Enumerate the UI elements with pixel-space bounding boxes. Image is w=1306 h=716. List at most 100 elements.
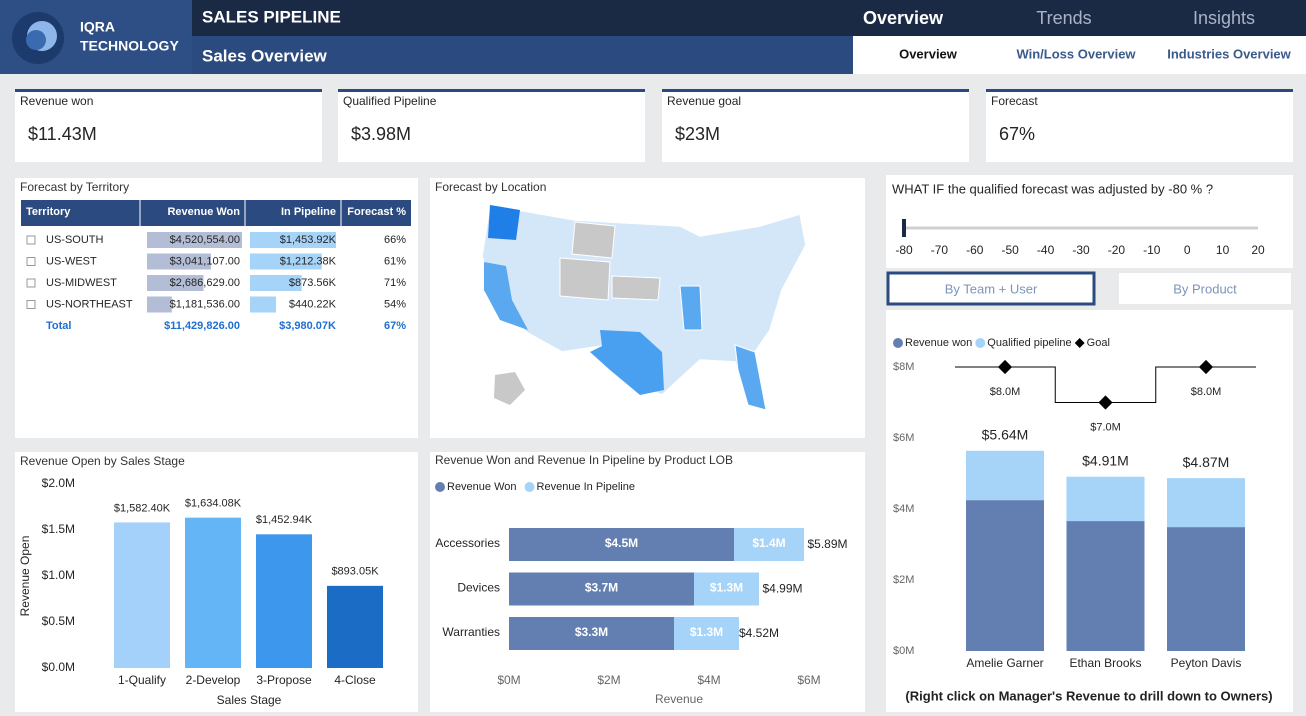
- cell: 61%: [384, 255, 406, 267]
- total-cell: $11,429,826.00: [164, 320, 240, 332]
- cell: US-NORTHEAST: [46, 298, 133, 310]
- total-label: $4.87M: [1183, 454, 1230, 470]
- y-tick-label: $8M: [893, 361, 914, 373]
- cell: $440.22K: [289, 298, 337, 310]
- goal-marker: [1098, 395, 1113, 410]
- x-tick-label: $6M: [797, 673, 820, 687]
- cell: $1,453.92K: [280, 234, 337, 246]
- kpi-label: Qualified Pipeline: [343, 94, 437, 108]
- data-label: $1,582.40K: [114, 502, 171, 514]
- bar-segment: [509, 572, 694, 606]
- panel-title: Revenue Won and Revenue In Pipeline by P…: [435, 453, 733, 467]
- y-tick-label: Accessories: [435, 536, 500, 550]
- x-tick-label: 4-Close: [334, 673, 376, 687]
- legend-marker: [893, 338, 903, 348]
- bar-segment: [734, 528, 804, 561]
- nav-tab[interactable]: Insights: [1193, 8, 1255, 28]
- y-tick-label: $1.5M: [42, 522, 75, 536]
- data-label: $1.3M: [690, 625, 723, 639]
- subnav-tab[interactable]: Overview: [899, 46, 958, 61]
- kpi-card: [338, 89, 645, 162]
- axis-label: Revenue Open: [18, 536, 32, 617]
- data-label: $3.7M: [585, 581, 618, 595]
- bar-segment: [674, 617, 739, 650]
- bar: [185, 517, 241, 668]
- kpi-label: Revenue goal: [667, 94, 741, 108]
- x-tick-label: $4M: [697, 673, 720, 687]
- subnav-tab[interactable]: Industries Overview: [1167, 46, 1291, 61]
- header-sub: [192, 36, 853, 74]
- y-tick-label: Warranties: [442, 625, 500, 639]
- total-cell: Total: [46, 320, 71, 332]
- subnav-tab[interactable]: Win/Loss Overview: [1016, 46, 1136, 61]
- y-tick-label: $0.0M: [42, 660, 75, 674]
- bar-segment: [509, 528, 734, 561]
- logo-text: IQRA: [80, 19, 115, 35]
- kpi-card: [662, 89, 969, 162]
- cell: $1,181,536.00: [170, 298, 240, 310]
- cell: 66%: [384, 234, 406, 246]
- legend-marker: [1074, 338, 1085, 348]
- tab-label: By Product: [1173, 281, 1237, 296]
- bar: [327, 585, 383, 668]
- data-bar: [250, 275, 302, 291]
- x-tick-label: Peyton Davis: [1171, 656, 1242, 670]
- cell: $4,520,554.00: [170, 234, 240, 246]
- tab[interactable]: [1119, 273, 1291, 304]
- subtitle: Sales Overview: [202, 46, 328, 65]
- footnote: (Right click on Manager's Revenue to dri…: [905, 688, 1272, 703]
- goal-label: $8.0M: [1191, 386, 1222, 398]
- panel-title: Forecast by Location: [435, 180, 546, 194]
- nav-tab[interactable]: Overview: [863, 8, 944, 28]
- x-tick-label: Amelie Garner: [966, 656, 1043, 670]
- map-state: [590, 330, 664, 395]
- goal-label: $7.0M: [1090, 421, 1121, 433]
- slider-tick-label: 20: [1251, 243, 1265, 257]
- bar-segment: [1066, 476, 1145, 522]
- x-tick-label: Ethan Brooks: [1069, 656, 1141, 670]
- bar-segment: [966, 500, 1044, 651]
- what-if-text: WHAT IF the qualified forecast was adjus…: [892, 181, 1213, 196]
- tab[interactable]: [886, 271, 1096, 306]
- legend-label: Revenue won: [905, 337, 972, 349]
- data-bar: [250, 296, 277, 313]
- y-tick-label: $2.0M: [42, 476, 75, 490]
- expand-icon: [26, 257, 36, 266]
- slider-tick-label: -20: [1108, 243, 1126, 257]
- data-label: $1.4M: [752, 536, 785, 550]
- bar: [114, 522, 170, 668]
- slider-handle[interactable]: [902, 219, 906, 237]
- x-tick-label: $0M: [497, 673, 520, 687]
- slider-tick-label: -10: [1143, 243, 1161, 257]
- total-label: $4.99M: [763, 582, 803, 596]
- map-state: [571, 221, 616, 259]
- cell: 54%: [384, 298, 406, 310]
- bar-segment: [694, 572, 759, 606]
- total-label: $5.89M: [808, 537, 848, 551]
- y-tick-label: $6M: [893, 432, 914, 444]
- x-tick-label: 2-Develop: [186, 673, 241, 687]
- y-tick-label: $0.5M: [42, 614, 75, 628]
- column-header: Territory: [26, 206, 71, 218]
- nav-tab[interactable]: Trends: [1036, 8, 1091, 28]
- data-label: $1.3M: [710, 581, 743, 595]
- logo-mark: [26, 30, 46, 50]
- total-cell: 67%: [384, 320, 406, 332]
- data-bar: [147, 253, 211, 270]
- subnav-bar: [853, 36, 1306, 74]
- legend-label: Revenue In Pipeline: [537, 481, 635, 493]
- slider-tick-label: -80: [895, 243, 913, 257]
- bar-segment: [966, 450, 1044, 501]
- cell: US-MIDWEST: [46, 277, 117, 289]
- legend-label: Revenue Won: [447, 481, 517, 493]
- map-state: [484, 262, 528, 330]
- y-tick-label: Devices: [457, 581, 500, 595]
- title: SALES PIPELINE: [202, 7, 341, 26]
- y-tick-label: $1.0M: [42, 568, 75, 582]
- legend-label: Goal: [1087, 337, 1110, 349]
- goal-marker: [1198, 359, 1214, 375]
- kpi-label: Forecast: [991, 94, 1038, 108]
- total-label: $4.91M: [1082, 452, 1129, 468]
